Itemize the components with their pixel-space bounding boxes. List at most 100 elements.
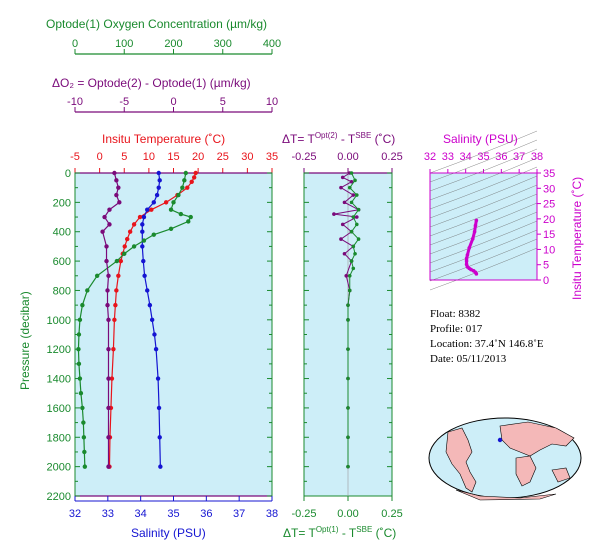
oxygen-point [80, 405, 85, 411]
pressure-tick-label: 1600 [47, 403, 71, 415]
ts-profile-point [474, 218, 479, 223]
temperature-point [137, 214, 143, 220]
ts-isopycnal-line [429, 247, 538, 291]
delta-o2-point [114, 192, 119, 198]
oxygen-point [180, 185, 185, 190]
delta-t-opt1-point [346, 464, 350, 469]
pressure-tick-label: 1000 [47, 315, 71, 327]
temperature-point [131, 222, 137, 227]
delta-t-bottom-tick-label: -0.25 [291, 508, 316, 520]
pressure-tick-label: 1800 [47, 432, 71, 444]
profile-number: Profile: 017 [430, 323, 483, 335]
oxygen-point [82, 464, 88, 469]
delta-o2-axis-title: ΔO₂ = Optode(2) - Optode(1) (µm/kg) [52, 76, 251, 90]
ts-right-tick-label: 30 [543, 183, 555, 195]
delta-o2-tick-label: 5 [220, 96, 226, 108]
delta-o2-point [102, 214, 107, 220]
delta-o2-point [107, 222, 112, 227]
salinity-point [156, 405, 162, 411]
salinity-point [145, 207, 150, 212]
delta-o2-point [114, 178, 119, 183]
delta-t-bottom-tick-label: 0.00 [337, 508, 358, 520]
temperature-point [113, 302, 118, 308]
delta-t-top-title: ΔT= TOpt(2) - TSBE (˚C) [282, 131, 395, 146]
map-land-eurasia [499, 421, 575, 457]
world-map [428, 417, 582, 501]
delta-t-opt2-point [351, 193, 356, 197]
ts-profile-point [473, 223, 478, 228]
ts-top-title: Salinity (PSU) [443, 132, 518, 146]
oxygen-point [178, 211, 184, 217]
delta-o2-point [105, 288, 110, 293]
ts-top-tick-label: 34 [460, 151, 472, 163]
delta-t-opt2-point [349, 180, 354, 184]
delta-o2-point [117, 200, 122, 205]
delta-t-opt1-point [347, 185, 352, 190]
salinity-point [157, 435, 162, 440]
delta-t-opt1-point [347, 288, 352, 293]
delta-o2-tick-label: -10 [67, 96, 83, 108]
ts-top-tick-label: 33 [442, 151, 454, 163]
pressure-tick-label: 2200 [47, 491, 71, 503]
pressure-tick-label: 400 [53, 227, 71, 239]
delta-t-opt1-point [349, 229, 354, 234]
oxygen-point [171, 200, 176, 205]
oxygen-point [183, 170, 189, 176]
ts-profile-point [465, 253, 470, 257]
delta-t-opt1-point [346, 347, 350, 351]
delta-t-opt1-point [347, 273, 352, 278]
ts-isopycnal-line [429, 211, 538, 255]
delta-t-opt1-point [346, 318, 350, 322]
temperature-tick-label: 5 [121, 151, 127, 163]
ts-isopycnal-line [429, 157, 538, 201]
temperature-point [127, 229, 133, 234]
ts-isopycnal-line [429, 148, 538, 192]
delta-t-panel: ΔT= TOpt(2) - TSBE (˚C) -0.25 0.00 0.25 -0… [282, 131, 403, 540]
temperature-axis: Insitu Temperature (˚C) -5 0 5 10 15 20 25 30 35 [70, 132, 278, 173]
temperature-point [191, 175, 197, 180]
ts-top-tick-label: 36 [495, 151, 507, 163]
delta-t-opt1-point [349, 200, 354, 205]
temperature-point [163, 200, 169, 205]
map-land-africa [515, 455, 537, 487]
ts-isopycnal-line [429, 238, 538, 282]
oxygen-point [76, 361, 82, 367]
salinity-point [156, 185, 161, 190]
delta-o2-point [106, 435, 111, 440]
ts-right-tick-label: 5 [543, 260, 549, 272]
ts-isopycnal-line [429, 166, 538, 210]
oxygen-point [76, 332, 82, 337]
oxygen-point [76, 346, 81, 352]
temperature-point [185, 185, 190, 190]
delta-t-opt2-point [332, 212, 336, 216]
salinity-tick-label: 38 [266, 508, 278, 520]
delta-t-bottom-title: ΔT= TOpt(1) - TSBE (˚C) [283, 525, 396, 540]
ts-isopycnal-line [429, 175, 538, 219]
pressure-tick-label: 800 [53, 285, 71, 297]
salinity-point [140, 229, 145, 234]
delta-t-opt2-point [340, 175, 345, 180]
float-location-marker [497, 437, 503, 443]
delta-t-opt1-point [349, 259, 354, 263]
delta-t-opt1-point [353, 178, 357, 183]
ts-isopycnal-line [429, 220, 538, 264]
ts-top-tick-label: 32 [424, 151, 436, 163]
oxygen-point [77, 376, 83, 381]
oxygen-point [114, 258, 120, 264]
oxygen-point [168, 226, 174, 231]
delta-o2-tick-label: 10 [266, 96, 278, 108]
oxygen-point [168, 207, 174, 212]
main-series [76, 170, 198, 469]
ts-top-tick-label: 37 [513, 151, 525, 163]
ts-isopycnal-line [429, 193, 538, 237]
oxygen-point [85, 288, 90, 293]
delta-t-opt2-point [342, 200, 347, 205]
temperature-tick-label: 35 [266, 151, 278, 163]
delta-t-opt2-point [355, 215, 359, 219]
salinity-tick-label: 32 [69, 508, 81, 520]
delta-o2-point [116, 185, 121, 190]
ts-isopycnal-line [429, 229, 538, 273]
oxygen-tick-label: 0 [72, 38, 78, 50]
temperature-point [125, 236, 130, 242]
